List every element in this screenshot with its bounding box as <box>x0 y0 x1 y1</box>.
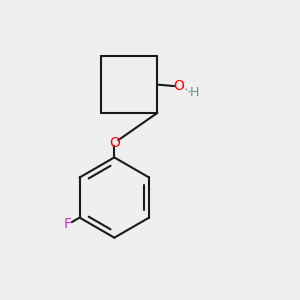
Text: H: H <box>189 85 199 98</box>
Text: F: F <box>64 217 72 231</box>
Text: O: O <box>173 79 184 93</box>
Text: O: O <box>109 136 120 150</box>
